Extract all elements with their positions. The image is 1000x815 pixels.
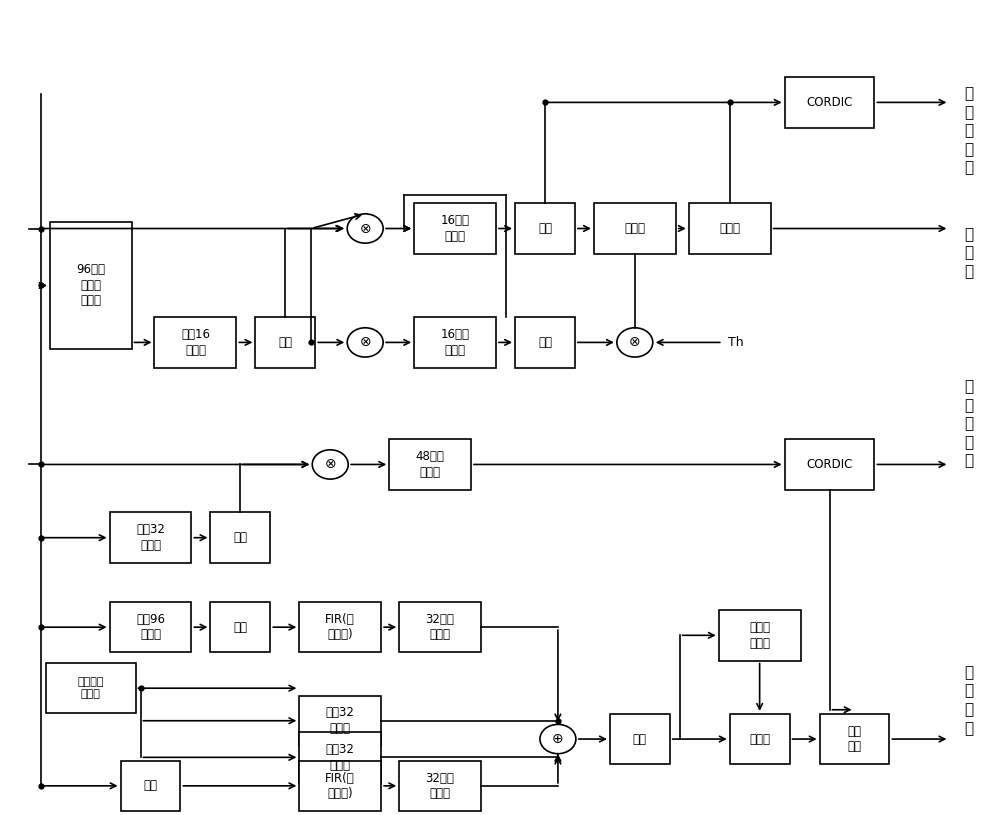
FancyBboxPatch shape — [299, 732, 381, 782]
FancyBboxPatch shape — [414, 317, 496, 368]
FancyBboxPatch shape — [785, 77, 874, 128]
Text: 粗
频
偏
估
计: 粗 频 偏 估 计 — [964, 86, 973, 175]
Text: 最大值
存储器: 最大值 存储器 — [749, 621, 770, 650]
FancyBboxPatch shape — [299, 695, 381, 746]
Text: ⊗: ⊗ — [324, 457, 336, 471]
FancyBboxPatch shape — [299, 760, 381, 811]
FancyBboxPatch shape — [515, 317, 575, 368]
FancyBboxPatch shape — [399, 760, 481, 811]
Text: 延迟16
点数据: 延迟16 点数据 — [181, 328, 210, 357]
FancyBboxPatch shape — [255, 317, 315, 368]
FancyBboxPatch shape — [46, 663, 136, 713]
FancyBboxPatch shape — [594, 203, 676, 253]
Text: 48点滑
动平均: 48点滑 动平均 — [416, 450, 445, 478]
Text: 细
频
偏
估
计: 细 频 偏 估 计 — [964, 379, 973, 469]
Text: FIR(冲
激响应): FIR(冲 激响应) — [325, 772, 355, 800]
Text: 比较器: 比较器 — [624, 222, 645, 235]
Text: 取后32
个数据: 取后32 个数据 — [326, 743, 355, 772]
Text: 平方: 平方 — [538, 222, 552, 235]
Text: 比较器: 比较器 — [749, 733, 770, 746]
FancyBboxPatch shape — [820, 714, 889, 764]
FancyBboxPatch shape — [785, 439, 874, 490]
Text: 平方: 平方 — [538, 336, 552, 349]
FancyBboxPatch shape — [50, 222, 132, 349]
FancyBboxPatch shape — [154, 317, 236, 368]
FancyBboxPatch shape — [210, 602, 270, 652]
Text: 96点深
度滑动
存储器: 96点深 度滑动 存储器 — [76, 263, 105, 307]
Text: ⊕: ⊕ — [552, 732, 564, 746]
Text: 共轭: 共轭 — [143, 779, 157, 792]
Text: 32点滑
动平均: 32点滑 动平均 — [426, 613, 455, 641]
Text: 延迟96
点数据: 延迟96 点数据 — [136, 613, 165, 641]
FancyBboxPatch shape — [414, 203, 496, 253]
Text: 32点滑
动平均: 32点滑 动平均 — [426, 772, 455, 800]
Text: 延迟32
点数据: 延迟32 点数据 — [136, 523, 165, 552]
Text: 平方: 平方 — [633, 733, 647, 746]
Text: 取前32
个数据: 取前32 个数据 — [326, 707, 355, 735]
Text: 16点滑
动平均: 16点滑 动平均 — [441, 214, 470, 243]
Text: 符
号
同
步: 符 号 同 步 — [964, 665, 973, 736]
FancyBboxPatch shape — [389, 439, 471, 490]
FancyBboxPatch shape — [110, 602, 191, 652]
FancyBboxPatch shape — [210, 513, 270, 563]
FancyBboxPatch shape — [719, 610, 801, 660]
Text: 本地长训
练序列: 本地长训 练序列 — [77, 677, 104, 699]
Text: 共轭: 共轭 — [233, 621, 247, 634]
Text: CORDIC: CORDIC — [806, 96, 853, 109]
FancyBboxPatch shape — [689, 203, 771, 253]
Text: CORDIC: CORDIC — [806, 458, 853, 471]
FancyBboxPatch shape — [730, 714, 790, 764]
Text: 计数器: 计数器 — [719, 222, 740, 235]
FancyBboxPatch shape — [610, 714, 670, 764]
FancyBboxPatch shape — [515, 203, 575, 253]
FancyBboxPatch shape — [121, 760, 180, 811]
FancyBboxPatch shape — [399, 602, 481, 652]
Text: ⊗: ⊗ — [359, 336, 371, 350]
FancyBboxPatch shape — [299, 602, 381, 652]
Text: ⊗: ⊗ — [629, 336, 641, 350]
Text: 16点滑
动平均: 16点滑 动平均 — [441, 328, 470, 357]
Text: 峰值
判定: 峰值 判定 — [848, 725, 862, 753]
Text: 共轭: 共轭 — [233, 531, 247, 544]
Text: Th: Th — [728, 336, 743, 349]
FancyBboxPatch shape — [110, 513, 191, 563]
Text: ⊗: ⊗ — [359, 222, 371, 236]
Text: 帧
同
步: 帧 同 步 — [964, 227, 973, 279]
Text: FIR(冲
激响应): FIR(冲 激响应) — [325, 613, 355, 641]
Text: 共轭: 共轭 — [278, 336, 292, 349]
